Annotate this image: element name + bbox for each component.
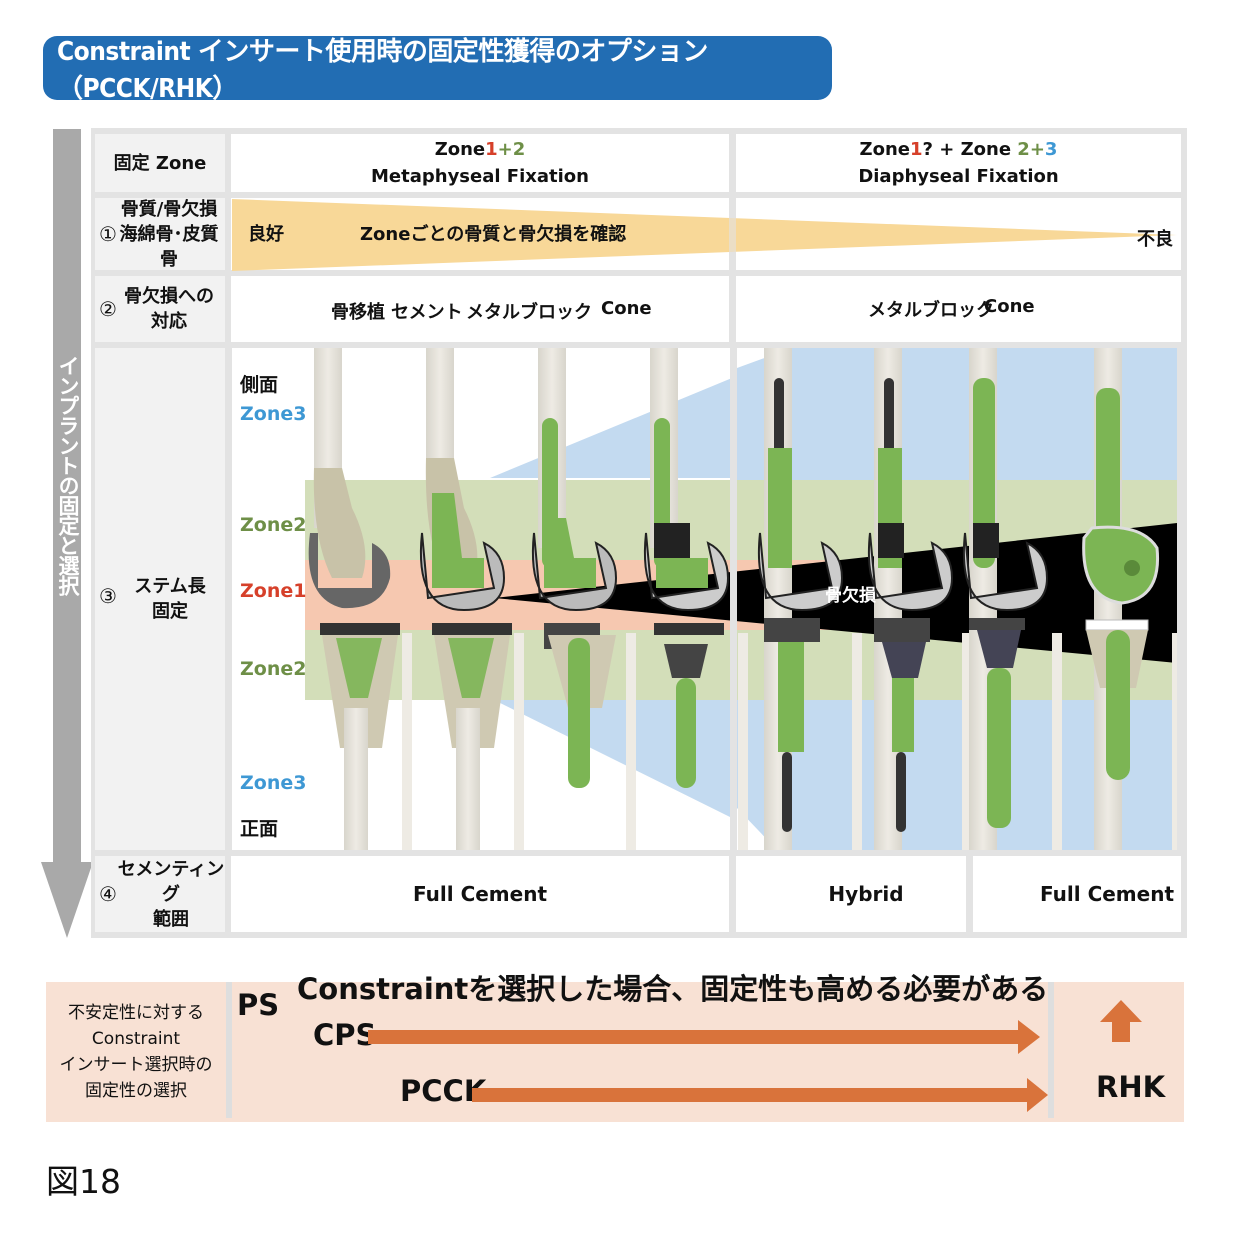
implant-bone-graft (308, 348, 412, 850)
pcck-label: PCCK (400, 1074, 487, 1108)
good-label: 良好 (248, 224, 284, 245)
option-cone: Cone (984, 296, 1035, 317)
circled-number: ① (99, 221, 117, 246)
separator (1048, 982, 1054, 1118)
figure-title: Constraint インサート使用時の固定性獲得のオプション（PCCK/RHK… (43, 36, 832, 104)
constraint-headline: Constraintを選択した場合、固定性も高める必要がある (297, 972, 1049, 1006)
metaphyseal-name: Metaphyseal Fixation (371, 166, 589, 187)
circled-number: ② (99, 296, 117, 321)
cementing-hybrid: Hybrid (736, 856, 966, 932)
label-line: 海綿骨･皮質骨 (119, 223, 219, 270)
option-metal-block: メタルブロック (868, 300, 994, 321)
up-arrow-icon (1100, 1000, 1142, 1042)
zone1-label: Zone1 (240, 580, 307, 602)
cps-arrow-icon (368, 1020, 1040, 1054)
implant-hybrid-cone (868, 348, 972, 850)
defect-response-meta: 骨移植 セメント メタルブロック Cone (231, 276, 729, 342)
metaphyseal-zone-line: Zone1+2 (434, 139, 526, 160)
label-line: セメンティング (117, 858, 225, 905)
cementing-value: Full Cement (1039, 881, 1175, 906)
option-cement: セメント (391, 302, 463, 323)
label-line: インサート選択時の (59, 1055, 213, 1075)
label-line: 固定性の選択 (85, 1081, 187, 1101)
implant-cemented-cone (963, 348, 1062, 850)
bone-quality-note: Zoneごとの骨質と骨欠損を確認 (360, 224, 627, 245)
label-line: Constraint (91, 1029, 181, 1049)
option-metal-block: メタルブロック (466, 302, 592, 323)
metaphyseal-header: Zone1+2 Metaphyseal Fixation (231, 134, 729, 192)
row-label-bone-quality: ① 骨質/骨欠損 海綿骨･皮質骨 (95, 198, 225, 270)
down-arrow-icon (41, 862, 93, 938)
constraint-selection-label: 不安定性に対する Constraint インサート選択時の 固定性の選択 (46, 982, 226, 1122)
separator (226, 982, 232, 1118)
figure-number: 図18 (46, 1162, 121, 1201)
diaphyseal-name: Diaphyseal Fixation (858, 166, 1059, 187)
option-cone: Cone (601, 298, 652, 319)
pcck-arrow-icon (472, 1078, 1048, 1112)
label-line: 固定 (152, 601, 188, 622)
implant-illustration: 側面 Zone3 Zone2 Zone1 Zone2 Zone3 正面 骨欠損 (232, 348, 1177, 850)
bone-quality-gradient-wedge (232, 199, 1177, 271)
zone3-label-top: Zone3 (240, 403, 307, 425)
label-line: 骨質/骨欠損 (120, 198, 218, 220)
cementing-value: Hybrid (828, 881, 904, 906)
label-line: 範囲 (153, 908, 189, 930)
implant-rhk (1082, 348, 1177, 850)
rhk-label: RHK (1096, 1070, 1166, 1104)
cementing-metaphyseal: Full Cement (231, 856, 729, 932)
circled-number: ④ (99, 881, 117, 906)
label-line: ステム長 (134, 576, 206, 597)
frontal-view-label: 正面 (240, 818, 279, 840)
defect-response-dia: メタルブロック Cone (736, 276, 1181, 342)
row-label-fixation-zone: 固定 Zone (95, 134, 225, 192)
implant-cone (644, 348, 748, 850)
implant-metal-block (532, 348, 636, 850)
implant-hybrid-block (758, 348, 862, 850)
diaphyseal-zone-line: Zone1? + Zone 2+3 (859, 139, 1058, 160)
cementing-full: Full Cement (973, 856, 1181, 932)
circled-number: ③ (99, 584, 117, 608)
diaphyseal-header: Zone1? + Zone 2+3 Diaphyseal Fixation (736, 134, 1181, 192)
row-label-defect-response: ② 骨欠損への 対応 (95, 276, 225, 342)
poor-label: 不良 (1137, 229, 1173, 250)
implant-cement (420, 348, 524, 850)
cementing-value: Full Cement (412, 881, 548, 906)
side-arrow-label: インプラントの固定と選択 (56, 355, 80, 595)
cps-label: CPS (313, 1018, 377, 1052)
row-label-stem-length: ③ ステム長 固定 (95, 348, 225, 850)
down-arrow-shaft (53, 129, 81, 864)
zone2-label-bottom: Zone2 (240, 658, 307, 680)
label-line: 対応 (151, 311, 187, 332)
row-label-cementing: ④ セメンティング 範囲 (95, 856, 225, 932)
ps-label: PS (237, 988, 280, 1022)
label-line: 不安定性に対する (68, 1003, 204, 1023)
row-label-text: 固定 Zone (113, 152, 207, 174)
zone-bands (305, 348, 1177, 850)
zone3-label-bottom: Zone3 (240, 772, 307, 794)
label-line: 骨欠損への (124, 286, 214, 307)
zone2-label-top: Zone2 (240, 514, 307, 536)
option-bone-graft: 骨移植 (331, 302, 385, 323)
lateral-view-label: 側面 (240, 374, 279, 396)
bone-defect-label: 骨欠損 (825, 586, 876, 606)
